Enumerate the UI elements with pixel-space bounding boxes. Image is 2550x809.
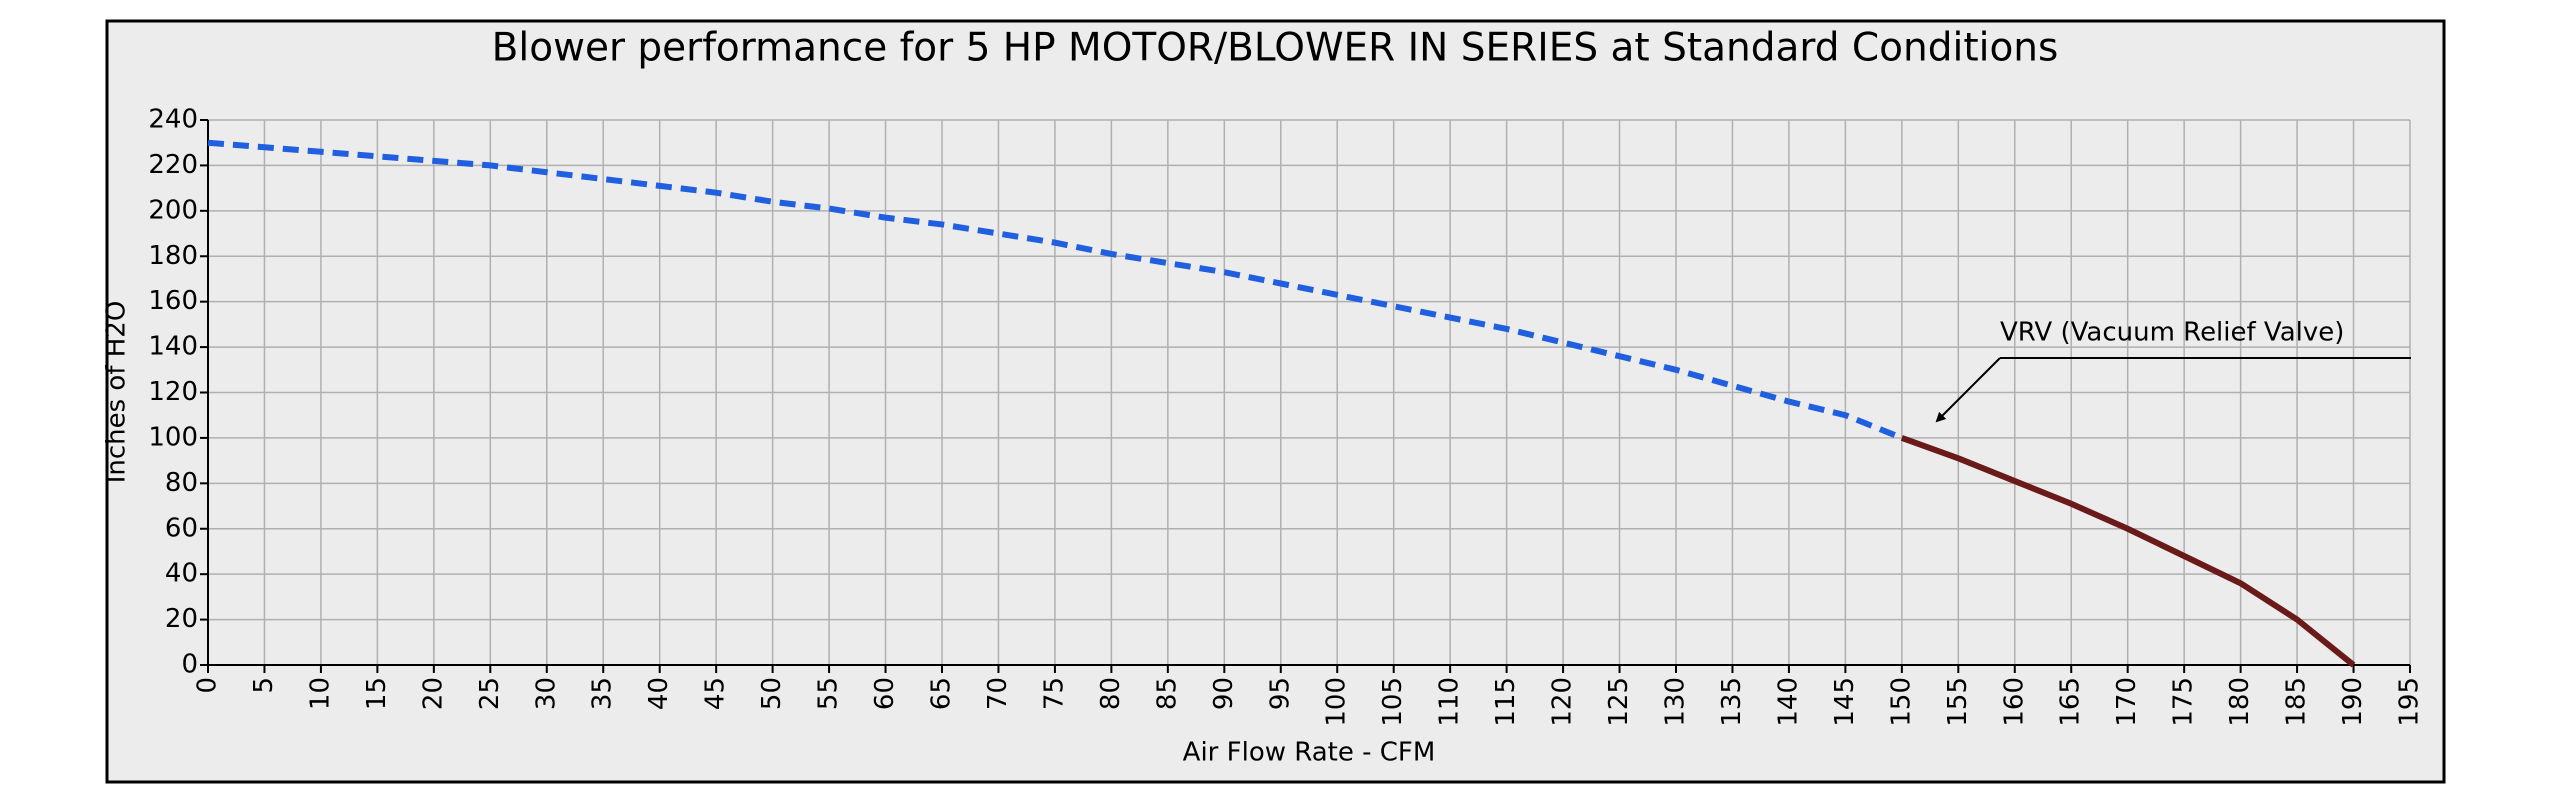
x-tick-label: 190 (2338, 677, 2368, 727)
x-tick-label: 160 (1999, 677, 2029, 727)
y-tick-label: 220 (148, 150, 198, 180)
x-tick-label: 155 (1943, 677, 1973, 727)
annotation: VRV (Vacuum Relief Valve) (2000, 318, 2344, 348)
x-tick-label: 25 (475, 677, 505, 710)
y-tick-label: 80 (165, 468, 198, 498)
x-tick-label: 70 (983, 677, 1013, 710)
x-tick-label: 75 (1039, 677, 1069, 710)
x-tick-label: 185 (2282, 677, 2312, 727)
x-tick-label: 95 (1265, 677, 1295, 710)
y-tick-label: 0 (181, 650, 198, 680)
y-tick-label: 40 (165, 559, 198, 589)
x-tick-label: 0 (193, 677, 223, 694)
y-tick-label: 200 (148, 195, 198, 225)
x-tick-label: 120 (1548, 677, 1578, 727)
x-tick-label: 90 (1209, 677, 1239, 710)
x-tick-label: 130 (1661, 677, 1691, 727)
annotation-arrow (1935, 357, 2001, 423)
x-tick-label: 175 (2169, 677, 2199, 727)
x-tick-label: 135 (1717, 677, 1747, 727)
x-tick-label: 150 (1886, 677, 1916, 727)
series-line (207, 139, 1903, 441)
y-tick-label: 160 (148, 286, 198, 316)
x-axis-label: Air Flow Rate - CFM (1183, 738, 1436, 768)
y-tick-label: 100 (148, 422, 198, 452)
x-tick-label: 100 (1322, 677, 1352, 727)
x-tick-label: 40 (644, 677, 674, 710)
y-tick-label: 20 (165, 604, 198, 634)
x-tick-label: 50 (757, 677, 787, 710)
x-tick-label: 80 (1096, 677, 1126, 710)
x-tick-label: 65 (927, 677, 957, 710)
x-tick-label: 145 (1830, 677, 1860, 727)
y-tick-label: 180 (148, 241, 198, 271)
y-axis-label: Inches of H2O (102, 301, 132, 484)
x-tick-label: 115 (1491, 677, 1521, 727)
x-tick-label: 140 (1773, 677, 1803, 727)
x-tick-label: 30 (531, 677, 561, 710)
x-tick-label: 10 (305, 677, 335, 710)
x-tick-label: 170 (2112, 677, 2142, 727)
x-tick-label: 5 (249, 677, 279, 694)
x-tick-label: 85 (1152, 677, 1182, 710)
y-tick-label: 140 (148, 332, 198, 362)
x-tick-label: 125 (1604, 677, 1634, 727)
x-tick-label: 20 (418, 677, 448, 710)
x-tick-label: 195 (2395, 677, 2425, 727)
x-tick-label: 165 (2056, 677, 2086, 727)
x-tick-label: 110 (1435, 677, 1465, 727)
y-tick-label: 240 (148, 105, 198, 135)
y-tick-label: 120 (148, 377, 198, 407)
chart-title: Blower performance for 5 HP MOTOR/BLOWER… (492, 26, 2059, 71)
x-tick-label: 15 (362, 677, 392, 710)
x-tick-label: 60 (870, 677, 900, 710)
x-tick-label: 105 (1378, 677, 1408, 727)
series-line (1900, 435, 2356, 668)
x-tick-label: 180 (2225, 677, 2255, 727)
x-tick-label: 45 (701, 677, 731, 710)
y-tick-label: 60 (165, 513, 198, 543)
x-tick-label: 35 (588, 677, 618, 710)
x-tick-label: 55 (814, 677, 844, 710)
